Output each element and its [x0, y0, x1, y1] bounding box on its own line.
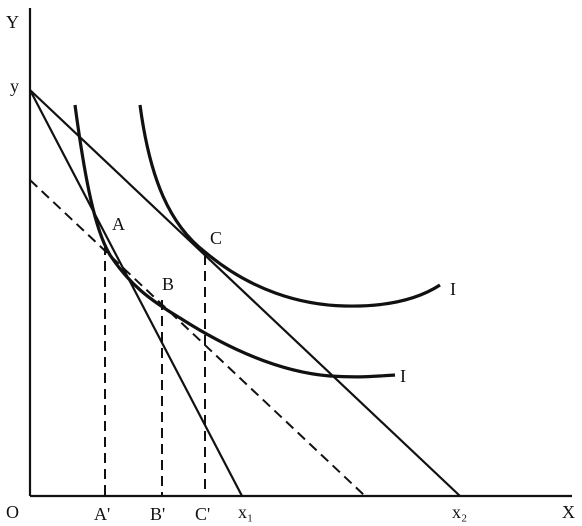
x-mark: x₁: [238, 502, 253, 522]
axis-label: Y: [6, 12, 19, 32]
curve-label: I: [400, 366, 406, 386]
indifference-curve-lower: [73, 104, 396, 379]
point-label: B: [162, 274, 174, 294]
x-mark: A': [94, 504, 110, 524]
curve-label: I: [450, 279, 456, 299]
axis-label: y: [10, 76, 19, 96]
axis-label: O: [6, 502, 19, 522]
indifference-curve-upper: [138, 104, 441, 308]
budget-line-1: [29, 89, 243, 497]
point-label: A: [112, 214, 125, 234]
x-mark: B': [150, 504, 165, 524]
point-label: C: [210, 228, 222, 248]
compensated-budget-line: [29, 179, 366, 497]
axis-label: X: [562, 502, 575, 522]
x-mark: C': [195, 504, 210, 524]
budget-line-2: [29, 89, 461, 497]
x-mark: x₂: [452, 502, 467, 522]
